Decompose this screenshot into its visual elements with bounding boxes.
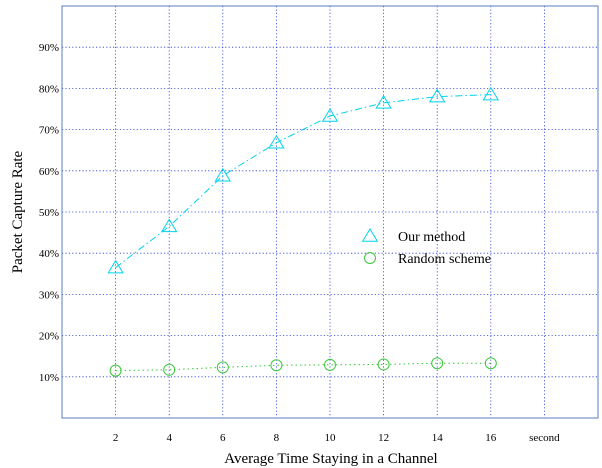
grid-lines: [62, 6, 598, 418]
plot-area: [61, 5, 599, 419]
x-tick-label: 2: [113, 432, 119, 444]
data-series: [107, 86, 500, 377]
y-tick-label: 70%: [39, 125, 59, 137]
data-point-circle: [270, 359, 283, 372]
y-tick-label: 30%: [39, 289, 59, 301]
x-tick-label: 6: [220, 432, 226, 444]
y-tick-label: 50%: [39, 207, 59, 219]
data-point-triangle: [375, 94, 392, 109]
data-point-circle: [484, 357, 497, 370]
data-point-triangle: [321, 108, 339, 122]
x-tick-label: 12: [378, 432, 389, 444]
legend-label-our-method: Our method: [398, 230, 465, 245]
series-line: [115, 94, 491, 269]
legend-circle-marker: [364, 252, 376, 264]
tick-labels: 10% 20% 30% 40% 50% 60% 70% 80% 90% 2 4 6 8 10 12 14 16: [39, 42, 497, 444]
data-point-circle: [163, 363, 176, 376]
series-line: [115, 362, 491, 372]
legend-label-random-scheme: Random scheme: [398, 252, 491, 267]
data-point-triangle: [428, 88, 446, 103]
data-point-triangle: [482, 86, 500, 101]
y-tick-label: 20%: [39, 331, 59, 343]
y-tick-label: 90%: [39, 42, 59, 54]
series-random-scheme: [109, 357, 497, 377]
data-point-circle: [431, 357, 444, 370]
y-axis-title: Packet Capture Rate: [10, 150, 26, 273]
data-point-triangle: [160, 218, 178, 233]
data-point-circle: [377, 358, 390, 371]
data-point-triangle: [214, 167, 232, 182]
data-point-triangle: [107, 259, 124, 274]
data-point-circle: [324, 358, 336, 371]
x-axis-title: Average Time Staying in a Channel: [224, 451, 437, 467]
y-tick-label: 40%: [39, 248, 59, 260]
data-point-circle: [216, 361, 229, 374]
legend: Our method Random scheme: [361, 228, 491, 267]
y-tick-label: 60%: [39, 166, 59, 178]
x-tick-label: 10: [325, 432, 337, 444]
data-point-circle: [109, 364, 122, 377]
x-unit-label: second: [529, 432, 560, 444]
x-tick-label: 16: [485, 432, 497, 444]
legend-item-our-method: Our method: [361, 228, 465, 245]
legend-triangle-marker: [361, 228, 379, 242]
data-point-triangle: [268, 134, 285, 149]
legend-item-random-scheme: Random scheme: [364, 252, 491, 267]
y-tick-label: 10%: [39, 372, 59, 384]
series-our-method: [107, 86, 500, 274]
x-tick-label: 4: [166, 432, 172, 444]
x-tick-label: 8: [274, 432, 280, 444]
x-tick-label: 14: [432, 432, 444, 444]
y-tick-label: 80%: [39, 83, 59, 95]
